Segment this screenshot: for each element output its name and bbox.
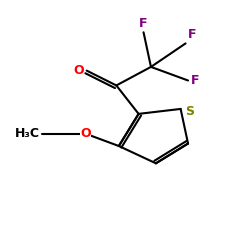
Text: F: F: [190, 74, 199, 87]
Text: F: F: [139, 17, 148, 30]
Text: O: O: [80, 127, 91, 140]
Text: S: S: [186, 105, 194, 118]
Text: O: O: [74, 64, 84, 77]
Text: F: F: [188, 28, 196, 41]
Text: H₃C: H₃C: [15, 127, 40, 140]
